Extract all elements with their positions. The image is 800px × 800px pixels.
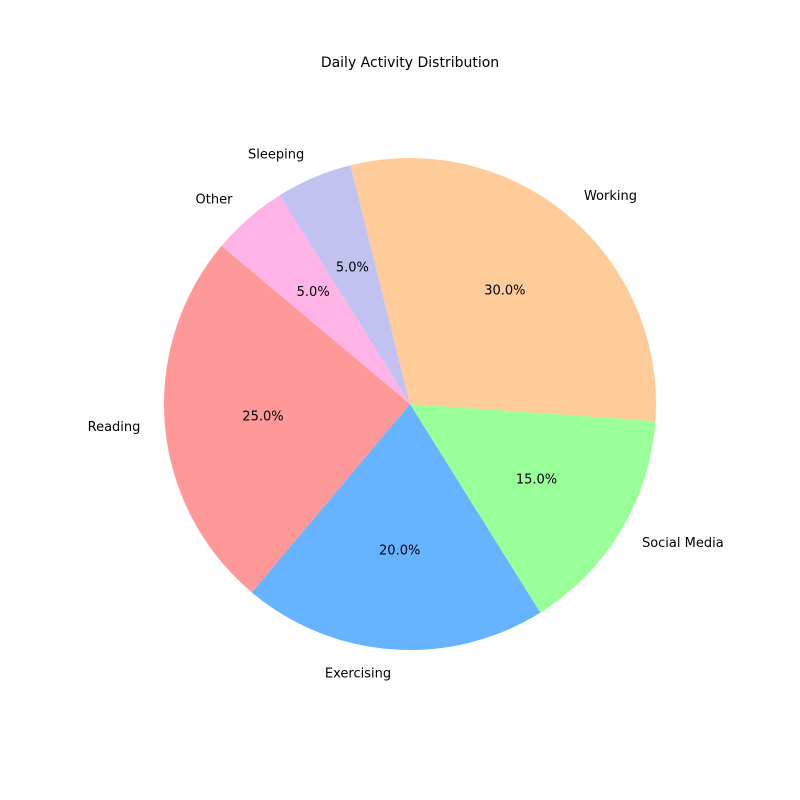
pie-slice-exercising (251, 404, 541, 651)
pie-slice-other (221, 195, 410, 404)
pie-slice-social-media (410, 404, 656, 613)
chart-title: Daily Activity Distribution (321, 55, 499, 71)
pie-slices (163, 158, 656, 651)
slice-label-other: Other (196, 192, 234, 207)
pct-label-other: 5.0% (297, 285, 330, 300)
pct-label-social-media: 15.0% (516, 473, 557, 488)
slice-label-reading: Reading (88, 420, 141, 435)
slice-label-sleeping: Sleeping (248, 147, 304, 162)
slice-label-social-media: Social Media (642, 536, 724, 551)
pie-slice-sleeping (279, 165, 410, 404)
pie-slice-working (350, 158, 656, 422)
pct-label-working: 30.0% (484, 283, 525, 298)
pie-labels: Reading 25.0% Exercising 20.0% Social Media 1… (88, 147, 724, 681)
slice-label-exercising: Exercising (325, 666, 391, 681)
pct-label-exercising: 20.0% (379, 544, 420, 559)
pct-label-reading: 25.0% (242, 409, 283, 424)
pie-slice-reading (163, 245, 410, 593)
pct-label-sleeping: 5.0% (336, 261, 369, 276)
slice-label-working: Working (584, 189, 637, 204)
